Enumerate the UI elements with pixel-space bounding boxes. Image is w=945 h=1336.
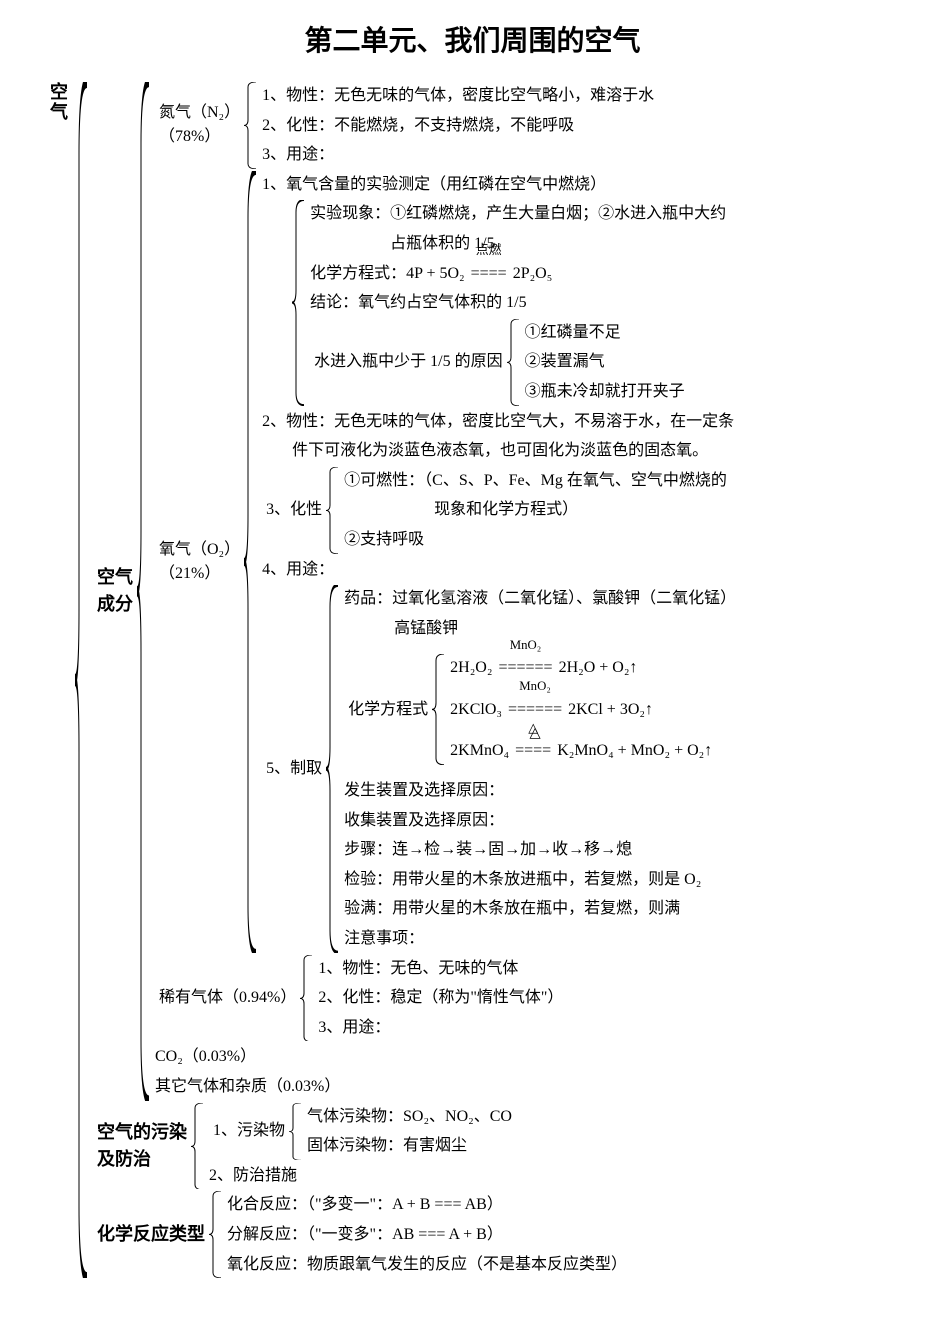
oxygen-exp-head: 1、氧气含量的实验测定（用红磷在空气中燃烧） (262, 171, 905, 199)
exp-phenomenon-2: 占瓶体积的 1/5 (310, 230, 905, 258)
eq-arrow: 点燃==== (469, 261, 509, 287)
noble-use: 3、用途： (318, 1014, 905, 1042)
nitrogen-phys: 1、物性：无色无味的气体，密度比空气略小，难溶于水 (262, 82, 905, 110)
exp-phenomenon-1: 实验现象：①红磷燃烧，产生大量白烟；②水进入瓶中大约 (310, 200, 905, 228)
other-gas-line: 其它气体和杂质（0.03%） (155, 1073, 905, 1101)
prep-dev-1: 发生装置及选择原因： (344, 777, 905, 805)
prep-drug-1: 药品：过氧化氢溶液（二氧化锰）、氯酸钾（二氧化锰） (344, 585, 905, 613)
oxygen-exp-block: 实验现象：①红磷燃烧，产生大量白烟；②水进入瓶中大约 占瓶体积的 1/5 化学方… (262, 200, 905, 405)
reaction-block: 化学反应类型 化合反应：（"多变一"：A + B === AB） 分解反应：（"… (93, 1191, 905, 1278)
exp-equation: 化学方程式：4P + 5O₂ 点燃==== 2P₂O₅ (310, 260, 905, 288)
prep-steps: 步骤：连→检→装→固→加→收→移→熄 (344, 836, 905, 864)
eq-cond: 点燃 (476, 240, 502, 260)
nitrogen-pct: （78%） (159, 125, 240, 149)
eq1-cond: MnO₂ (510, 635, 541, 655)
eq-post: 2P₂O₅ (509, 265, 553, 282)
brace-icon (75, 82, 89, 1278)
oxygen-chem-label: 3、化性 (262, 467, 326, 554)
eq1-pre: 2H₂O₂ (450, 659, 496, 676)
exp-reason-2: ②装置漏气 (525, 348, 905, 376)
nitrogen-use: 3、用途： (262, 141, 905, 169)
reaction-combine: 化合反应：（"多变一"：A + B === AB） (227, 1191, 905, 1219)
oxygen-label: 氧气（O₂） （21%） (155, 171, 244, 953)
prep-eq-2: 2KClO₃ MnO₂△====== 2KCl + 3O₂↑ (450, 696, 905, 724)
brace-icon (432, 654, 446, 765)
brace-icon (326, 585, 340, 953)
prep-eq-label: 化学方程式 (344, 654, 432, 765)
exp-reason-3: ③瓶未冷却就打开夹子 (525, 378, 905, 406)
noble-phys: 1、物性：无色、无味的气体 (318, 955, 905, 983)
chem-combust-2: 现象和化学方程式） (344, 496, 905, 524)
oxygen-phys-2: 件下可液化为淡蓝色液态氧，也可固化为淡蓝色的固态氧。 (262, 437, 905, 465)
nitrogen-chem: 2、化性：不能燃烧，不支持燃烧，不能呼吸 (262, 112, 905, 140)
noble-chem: 2、化性：稳定（称为"惰性气体"） (318, 984, 905, 1012)
composition-block: 空气 成分 氮气（N₂） （78%） 1、物性：无色无味的气体，密度比空气略小，… (93, 82, 905, 1101)
pollution-prevent: 2、防治措施 (209, 1162, 905, 1190)
eq1-post: 2H₂O + O₂↑ (555, 659, 638, 676)
oxygen-name: 氧气（O₂） (159, 538, 240, 562)
brace-icon (244, 82, 258, 169)
pollution-label: 空气的污染 及防治 (93, 1103, 191, 1190)
exp-less-block: 水进入瓶中少于 1/5 的原因 ①红磷量不足 ②装置漏气 ③瓶未冷却就打开夹子 (310, 319, 905, 406)
brace-icon (289, 1103, 303, 1160)
pollutant-gas: 气体污染物：SO₂、NO₂、CO (307, 1103, 905, 1131)
prep-eq- block: 化学方程式 2H₂O₂ MnO₂====== 2H₂O + O₂↑ 2KClO₃… (344, 654, 905, 765)
eq3-heat: △ (528, 718, 538, 738)
reaction-oxid: 氧化反应：物质跟氧气发生的反应（不是基本反应类型） (227, 1251, 905, 1279)
pollutant-solid: 固体污染物：有害烟尘 (307, 1132, 905, 1160)
brace-icon (191, 1103, 205, 1190)
pollutant-block: 1、污染物 气体污染物：SO₂、NO₂、CO 固体污染物：有害烟尘 (209, 1103, 905, 1160)
brace-icon (300, 955, 314, 1042)
exp-conclusion: 结论：氧气约占空气体积的 1/5 (310, 289, 905, 317)
nitrogen-block: 氮气（N₂） （78%） 1、物性：无色无味的气体，密度比空气略小，难溶于水 2… (155, 82, 905, 169)
eq2-pre: 2KClO₃ (450, 701, 506, 718)
nitrogen-label: 氮气（N₂） （78%） (155, 82, 244, 169)
prep-eq-3: 2KMnO₄ △==== K₂MnO₄ + MnO₂ + O₂↑ (450, 737, 905, 765)
page-title: 第二单元、我们周围的空气 (40, 20, 905, 62)
pollutant-label: 1、污染物 (209, 1103, 289, 1160)
chem-combust-1: ①可燃性：（C、S、P、Fe、Mg 在氧气、空气中燃烧的 (344, 467, 905, 495)
reaction-decomp: 分解反应：（"一变多"：AB === A + B） (227, 1221, 905, 1249)
eq2-cond: MnO₂ (519, 676, 550, 696)
noble-label: 稀有气体（0.94%） (155, 955, 300, 1042)
eq2-post: 2KCl + 3O₂↑ (564, 701, 653, 718)
prep-full: 验满：用带火星的木条放在瓶中，若复燃，则满 (344, 895, 905, 923)
brace-icon (137, 82, 151, 1101)
eq3-pre: 2KMnO₄ (450, 742, 513, 759)
co2-line: CO₂（0.03%） (155, 1043, 905, 1071)
pollution-l2: 及防治 (97, 1146, 187, 1173)
pollution-block: 空气的污染 及防治 1、污染物 气体污染物：SO₂、NO₂、CO 固体污染物：有… (93, 1103, 905, 1190)
oxygen-prep-label: 5、制取 (262, 585, 326, 953)
oxygen-pct: （21%） (159, 562, 240, 586)
prep-dev-2: 收集装置及选择原因： (344, 807, 905, 835)
brace-icon (244, 171, 258, 953)
noble-block: 稀有气体（0.94%） 1、物性：无色、无味的气体 2、化性：稳定（称为"惰性气… (155, 955, 905, 1042)
oxygen-block: 氧气（O₂） （21%） 1、氧气含量的实验测定（用红磷在空气中燃烧） 实验现象… (155, 171, 905, 953)
oxygen-use: 4、用途： (262, 556, 905, 584)
eq-arrow: △==== (513, 738, 553, 764)
exp-less-label: 水进入瓶中少于 1/5 的原因 (310, 319, 506, 406)
root-label: 空气 (40, 82, 75, 1278)
pollution-l1: 空气的污染 (97, 1119, 187, 1146)
brace-icon (507, 319, 521, 406)
oxygen-chem-block: 3、化性 ①可燃性：（C、S、P、Fe、Mg 在氧气、空气中燃烧的 现象和化学方… (262, 467, 905, 554)
oxygen-phys-1: 2、物性：无色无味的气体，密度比空气大，不易溶于水，在一定条 (262, 408, 905, 436)
brace-icon (292, 200, 306, 405)
eq3-post: K₂MnO₄ + MnO₂ + O₂↑ (553, 742, 712, 759)
exp-reason-1: ①红磷量不足 (525, 319, 905, 347)
prep-check: 检验：用带火星的木条放进瓶中，若复燃，则是 O₂ (344, 866, 905, 894)
nitrogen-name: 氮气（N₂） (159, 101, 240, 125)
root-block: 空气 空气 成分 氮气（N₂） （78%） 1、物性：无色无味的气体，密度比空气… (40, 82, 905, 1278)
prep-drug-2: 高锰酸钾 (344, 615, 905, 643)
reaction-label: 化学反应类型 (93, 1191, 209, 1278)
brace-icon (209, 1191, 223, 1278)
prep-note: 注意事项： (344, 925, 905, 953)
oxygen-prep-block: 5、制取 药品：过氧化氢溶液（二氧化锰）、氯酸钾（二氧化锰） 高锰酸钾 化学方程… (262, 585, 905, 953)
brace-icon (326, 467, 340, 554)
eq-pre: 化学方程式：4P + 5O₂ (310, 265, 468, 282)
chem-breath: ②支持呼吸 (344, 526, 905, 554)
composition-label: 空气 成分 (93, 82, 137, 1101)
